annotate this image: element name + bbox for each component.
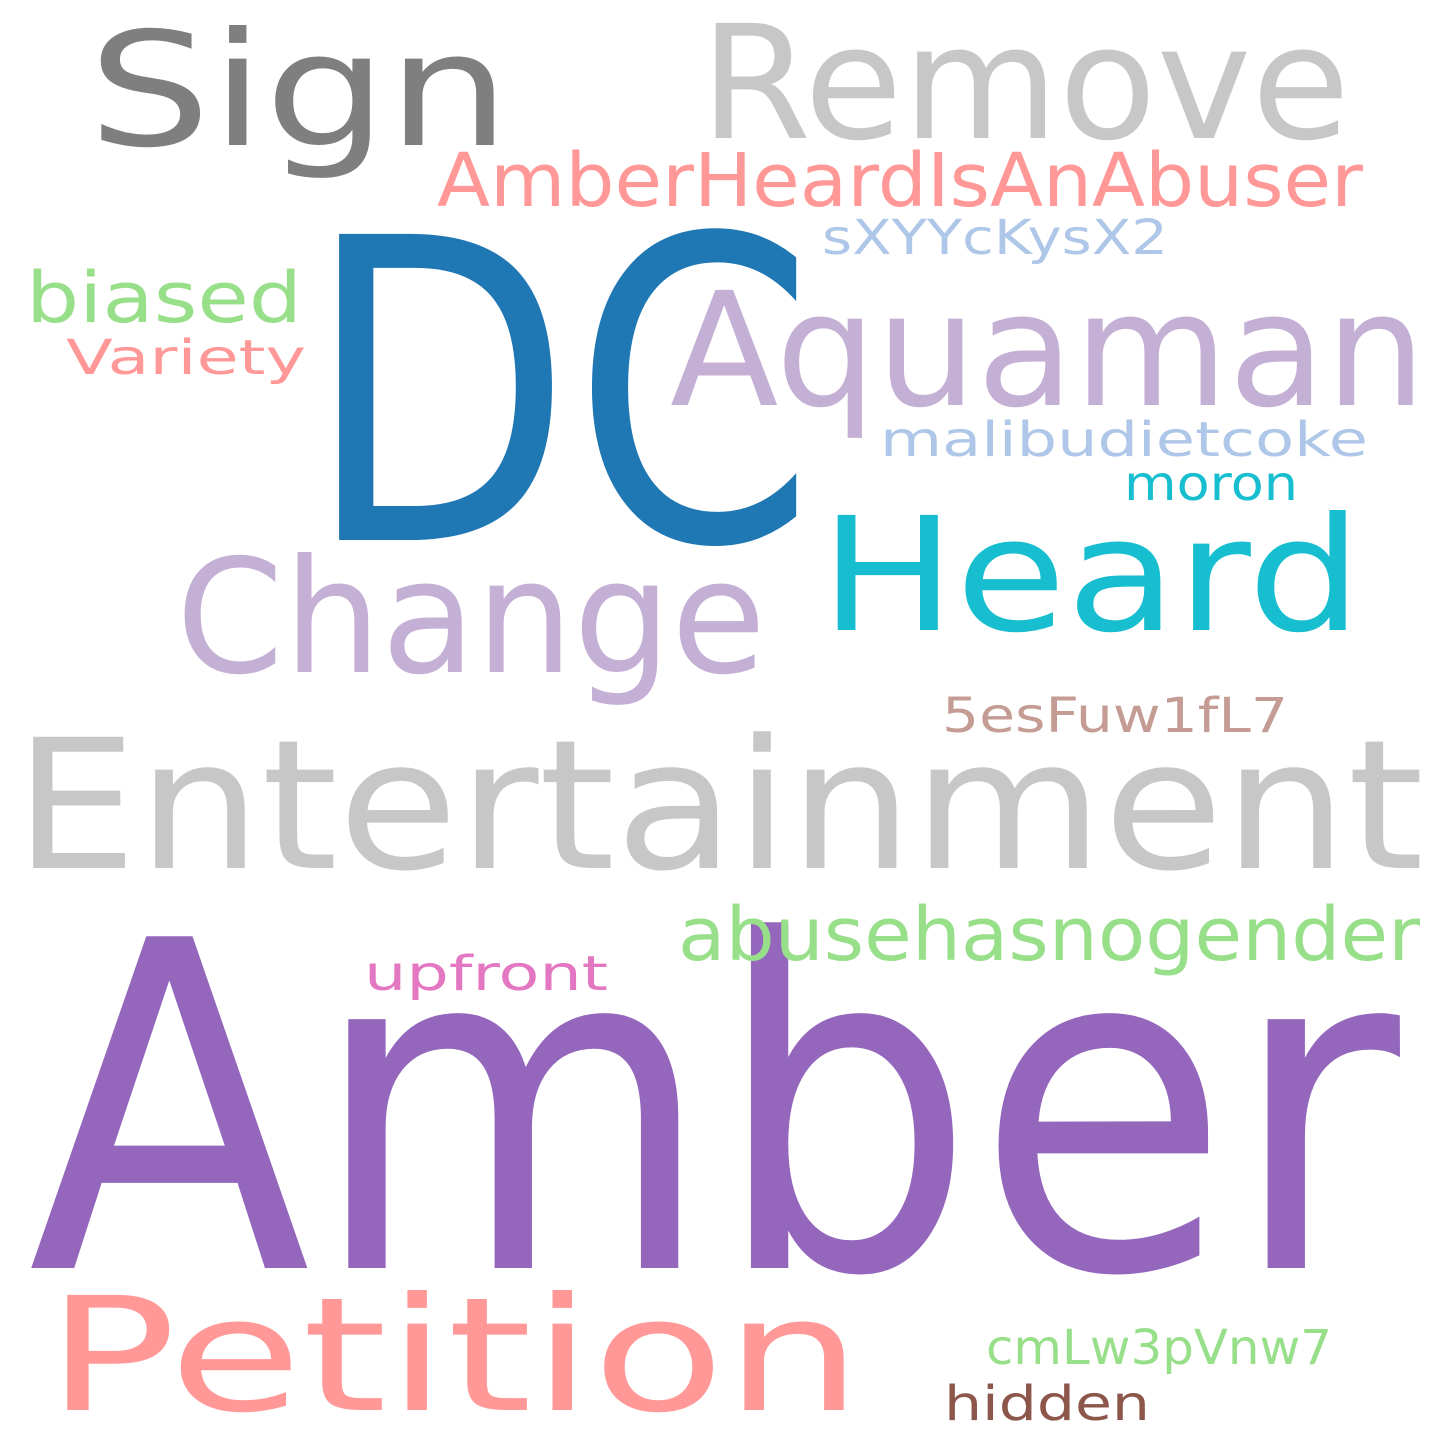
word-hidden: hidden	[944, 1376, 1150, 1432]
word-moron: moron	[1124, 456, 1298, 512]
word-variety: Variety	[66, 330, 306, 386]
word-entertainment: Entertainment	[14, 702, 1424, 911]
word-change: Change	[176, 526, 766, 710]
word-5esfuw1fl7: 5esFuw1fL7	[942, 688, 1288, 744]
word-petition: Petition	[46, 1264, 862, 1440]
word-remove: Remove	[700, 0, 1350, 176]
word-cmlw3pvnw7: cmLw3pVnw7	[986, 1320, 1332, 1376]
word-dc: DC	[305, 151, 815, 640]
word-sxyyckysx2: sXYYcKysX2	[822, 210, 1168, 266]
word-upfront: upfront	[364, 946, 608, 1002]
word-malibudietcoke: malibudietcoke	[880, 412, 1368, 468]
word-sign: Sign	[88, 0, 510, 183]
word-amberheardisanabuser: AmberHeardIsAnAbuser	[437, 138, 1364, 224]
word-abusehasnogender: abusehasnogender	[678, 892, 1421, 978]
word-heard: Heard	[820, 484, 1362, 668]
word-aquaman: Aquaman	[670, 259, 1426, 443]
word-biased: biased	[26, 257, 302, 339]
word-amber: Amber	[28, 847, 1404, 1376]
